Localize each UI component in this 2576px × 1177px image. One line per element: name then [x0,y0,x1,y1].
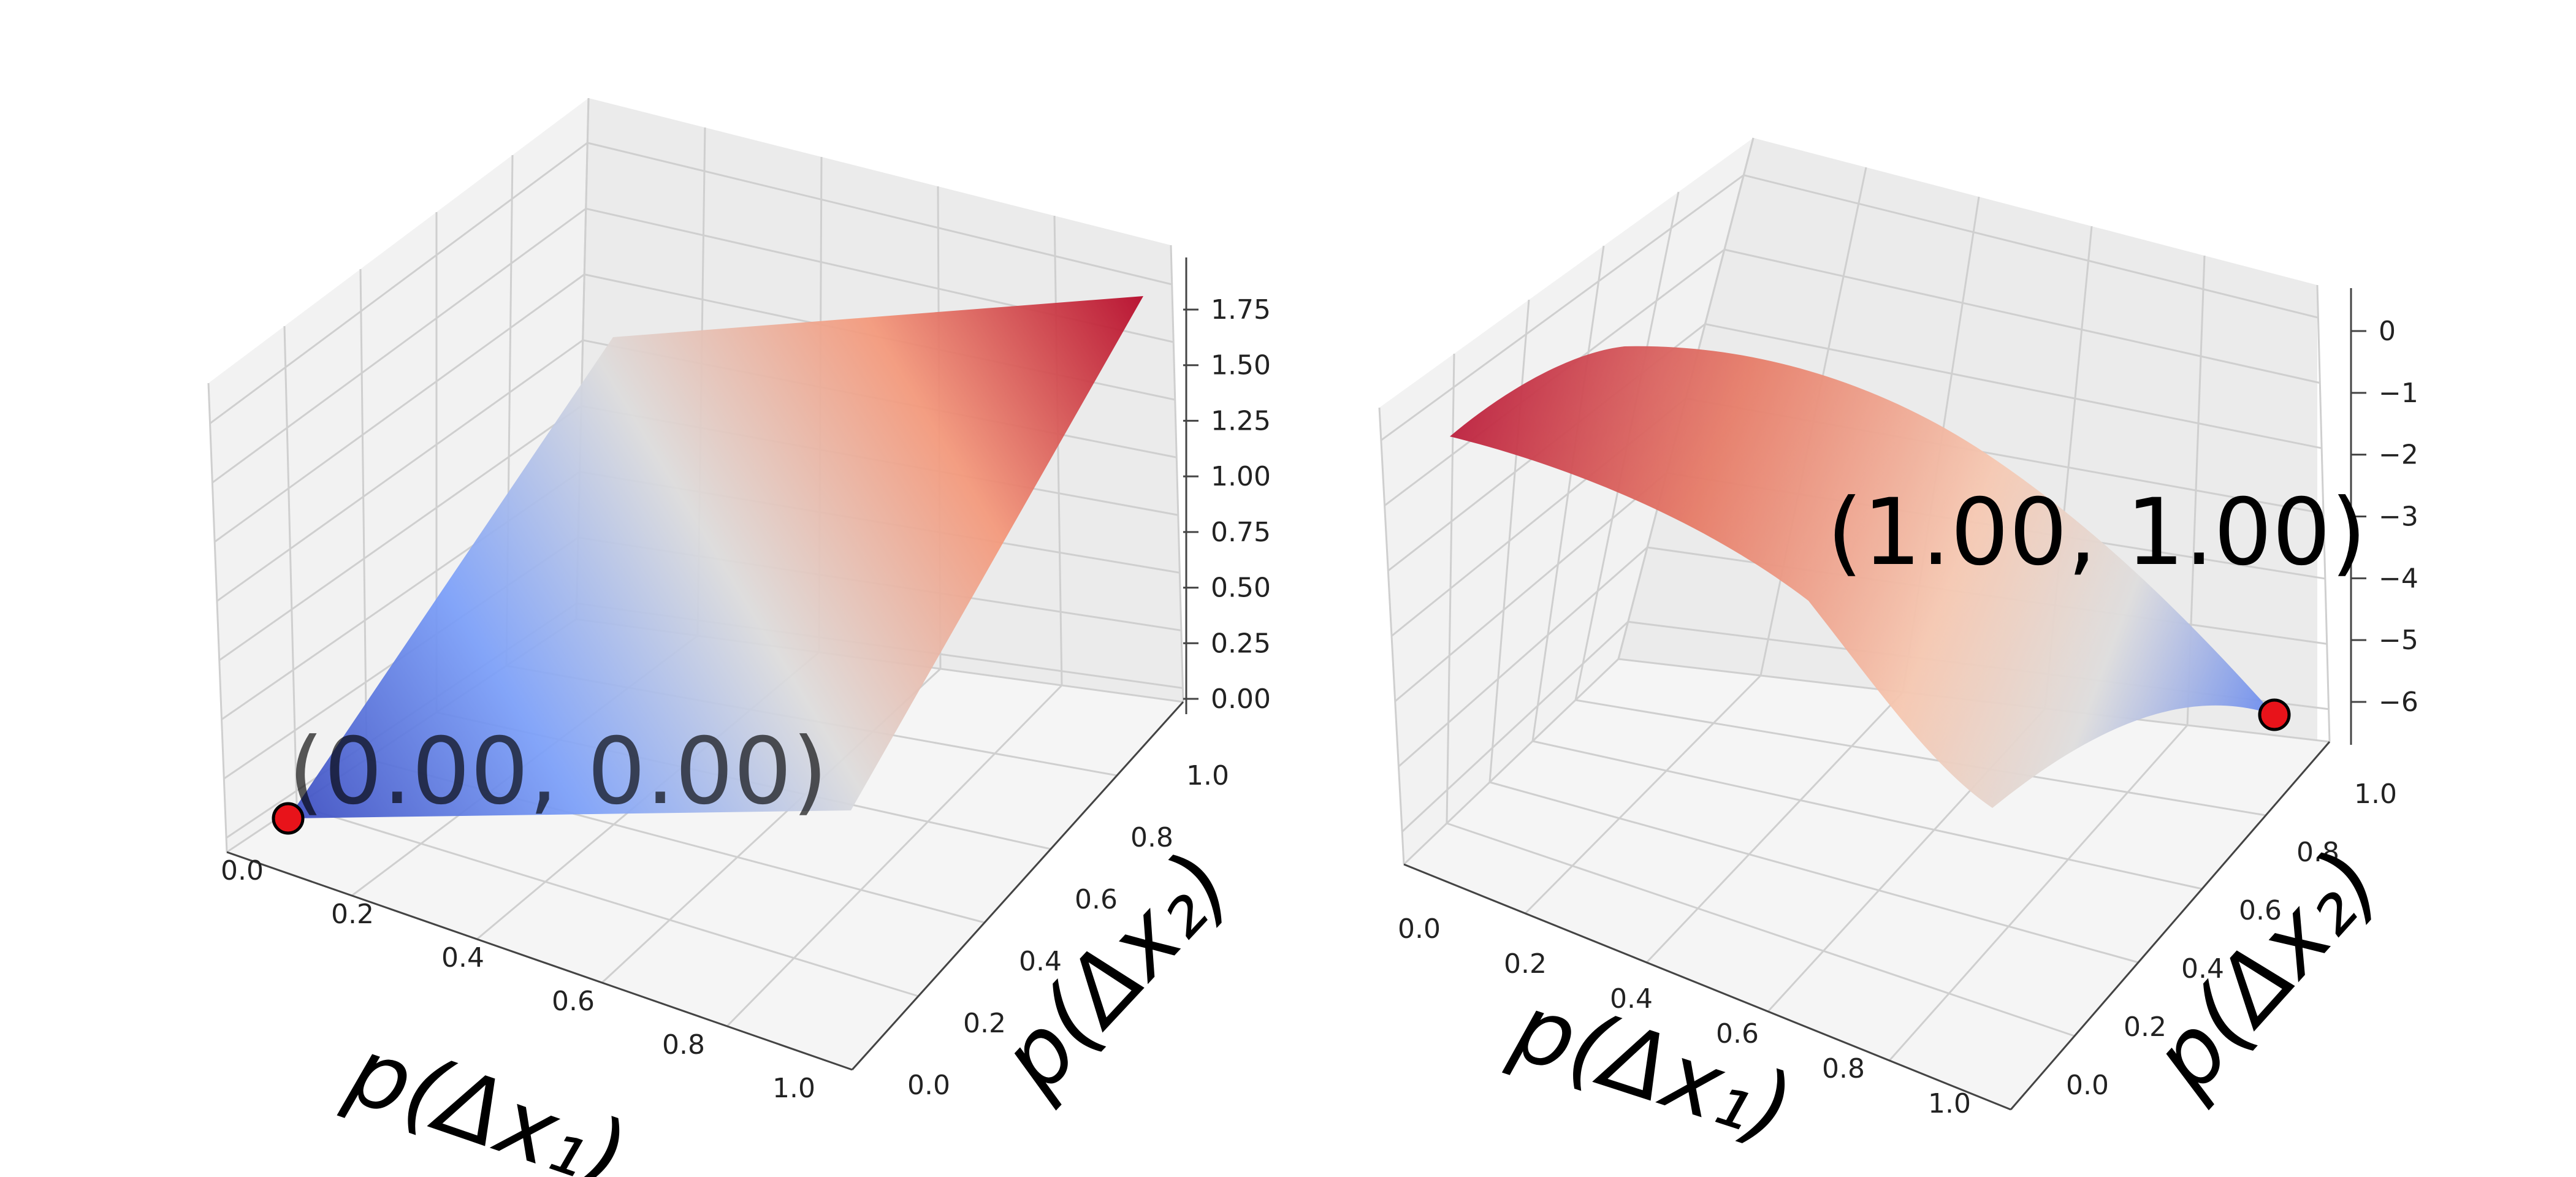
subplot-2: 0.0 0.2 0.4 0.6 0.8 1.0 0.0 0.2 0.4 0.6 0.8 1.0 0 −… [1378,137,2418,1164]
gridline [1394,472,1667,703]
z-tick-label: 1.75 [1211,294,1271,326]
annotation: (0.00, 0.00) [288,718,828,825]
gridline [1524,674,1762,915]
y-tick-label: 0.6 [1075,884,1118,915]
y-tick-label: 0.4 [2181,953,2224,985]
y-tick-label: 0.2 [2124,1011,2166,1043]
gridline [1170,245,1184,703]
x-ticks: 0.0 0.2 0.4 0.6 0.8 1.0 [221,855,815,1104]
surface-shading [1450,346,2274,808]
y-tick-label: 0.4 [1019,946,1062,977]
surface [288,296,1143,818]
y-tick-label: 0.0 [2066,1070,2109,1101]
x-tick-label: 0.0 [221,855,264,886]
gridline [1888,725,2189,1061]
floor-pane [1404,659,2330,1110]
z-tick-label: 0.75 [1211,517,1271,548]
z-ticks: 0.00 0.25 0.50 0.75 1.00 1.25 1.50 1.75 [1183,294,1271,715]
gridline [211,208,587,484]
gridline [283,326,298,806]
y-tick-label: 0.8 [2296,837,2339,868]
y-tick-label: 0.8 [1130,822,1173,853]
z-tick-label: 0.00 [1211,684,1271,715]
z-tick-label: −1 [2379,378,2418,409]
y-ticks: 0.0 0.2 0.4 0.6 0.8 1.0 [907,760,1229,1101]
z-tick-label: −3 [2379,501,2418,533]
x-ticks: 0.0 0.2 0.4 0.6 0.8 1.0 [1398,913,1971,1119]
gridline [218,405,582,661]
y-ticks: 0.0 0.2 0.4 0.6 0.8 1.0 [2066,779,2397,1101]
z-tick-label: 1.25 [1211,405,1271,436]
gridline [726,684,1063,1027]
gridline [1380,174,1745,441]
y-tick-label: 1.0 [1186,760,1229,791]
annotation: (1.00, 1.00) [1827,479,2366,586]
gridline [1743,174,2319,319]
x-tick-label: 0.8 [1822,1053,1865,1084]
gridline [1403,658,1620,866]
z-tick-label: 0.50 [1211,573,1271,604]
x-tick-label: 0.6 [1716,1018,1759,1049]
marker-point [272,802,305,835]
z-tick-label: 0 [2379,316,2396,347]
gridline [1053,215,1063,686]
gridline [1398,546,1648,768]
gridline [216,339,584,602]
x-tick-label: 0.4 [1610,983,1653,1015]
z-tick-label: −2 [2379,440,2418,471]
z-tick-label: −6 [2379,687,2418,718]
gridline [1645,691,1904,964]
gridline [587,142,1173,286]
gridline [1489,781,2139,964]
gridline [359,269,368,760]
gridline [1401,621,1629,832]
z-tick-label: 1.00 [1211,461,1271,492]
gridline [1532,740,2203,890]
gridline [296,804,919,997]
x-tick-label: 0.8 [662,1029,705,1061]
x-tick-label: 0.4 [441,942,484,973]
z-tick-label: 0.25 [1211,628,1271,659]
x-tick-label: 0.2 [1504,948,1547,980]
y-tick-label: 1.0 [2354,779,2397,810]
y-tick-label: 0.0 [907,1070,950,1101]
x-tick-label: 1.0 [1928,1088,1971,1119]
axis-lines [226,257,1187,1071]
gridline [209,142,589,424]
gridline [1575,699,2266,817]
gridline [1705,323,2322,449]
gridline [207,383,228,853]
z-ticks: 0 −1 −2 −3 −4 −5 −6 [2351,316,2418,718]
subplot-1: 0.0 0.2 0.4 0.6 0.8 1.0 0.0 0.2 0.4 0.6 0.8 1.0 0.… [207,97,1271,1177]
x-tick-label: 0.0 [1398,913,1441,945]
y-tick-label: 0.2 [963,1008,1006,1039]
x-tick-label: 0.6 [552,986,595,1017]
z-tick-label: −4 [2379,563,2418,594]
gridline [214,273,585,543]
x-axis-label: p(Δx₁) [335,1017,639,1177]
x-tick-label: 0.2 [331,899,374,930]
marker-point [2258,698,2291,731]
gridline [1446,822,2075,1037]
z-tick-label: 1.50 [1211,350,1271,381]
x-tick-label: 1.0 [772,1073,815,1104]
z-tick-label: −5 [2379,625,2418,656]
gridline [1724,248,2320,384]
y-tick-label: 0.6 [2239,895,2282,926]
